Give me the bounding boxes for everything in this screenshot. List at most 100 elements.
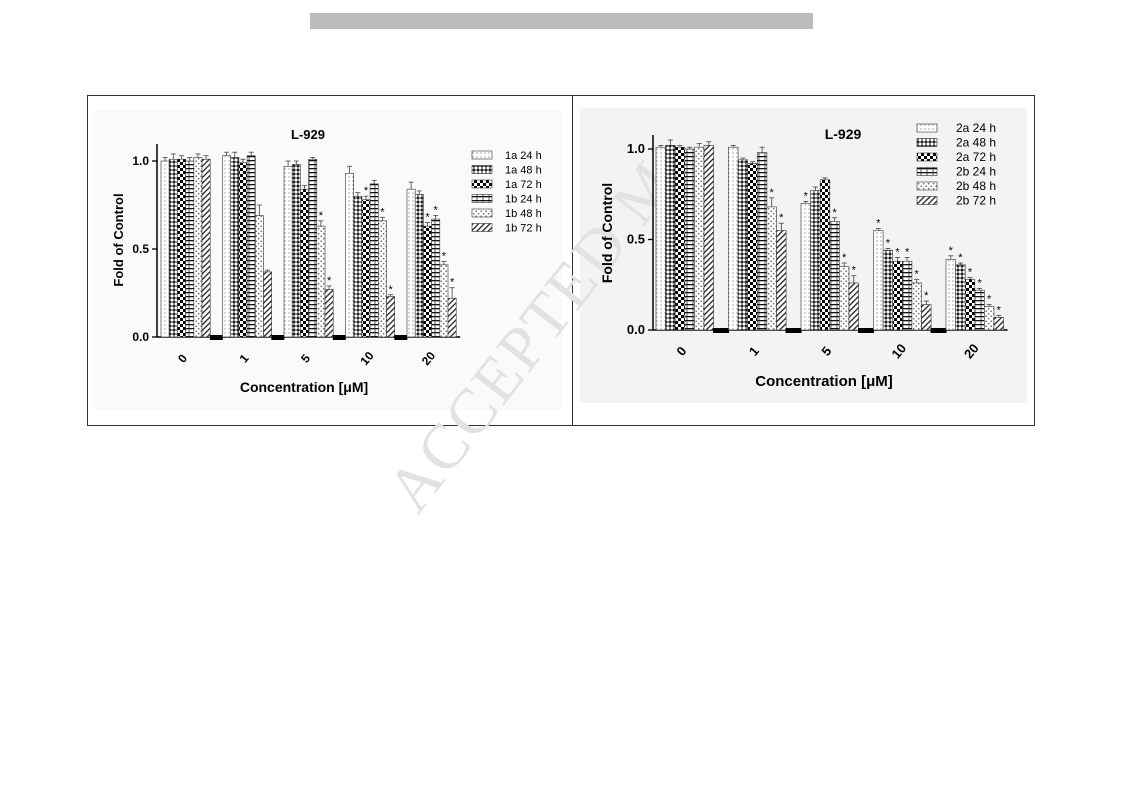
chart-panel-2: 0.0 0.5 1.0 0 * * 1 * * * * 5 * * * * * * 10 * * * * * * 20 L-929 F… [599,121,1008,390]
group-separator [858,328,875,333]
significance-asterisk: * [924,290,929,302]
bar-1a-24-h-5 [283,165,293,338]
bar-1b-48-h-0 [193,157,203,338]
x-axis-label: Concentration [μM] [755,373,893,390]
bar-1b-24-h-0 [185,160,195,338]
bar-1a-72-h-10 [361,199,371,338]
bar-1b-24-h-20 [431,218,441,338]
bar-1b-72-h-20 [447,297,457,338]
panel-divider [572,95,573,426]
x-tick-label: 0 [673,344,689,359]
bar-2a-72-h-20 [964,279,976,331]
group-separator [713,328,730,333]
x-tick-label: 10 [888,341,909,362]
bar-2a-24-h-5 [800,203,811,331]
x-tick-label: 10 [357,349,377,368]
bar-1b-24-h-10 [369,183,379,338]
bar-1a-48-h-1 [230,157,240,338]
bar-1a-48-h-0 [168,158,178,338]
significance-asterisk: * [886,238,891,250]
bar-2b-48-h-0 [694,146,705,331]
legend-label: 1a 24 h [505,150,542,162]
x-tick-label: 5 [818,344,834,359]
x-tick-label: 1 [746,344,762,359]
y-tick-label: 0.5 [132,242,149,256]
legend-swatch [471,208,493,218]
significance-asterisk: * [434,205,439,217]
bar-1a-72-h-20 [423,225,432,338]
x-tick-label: 5 [298,351,313,365]
bar-2b-48-h-1 [766,206,777,331]
legend: 2a 24 h2a 48 h2a 72 h2b 24 h2b 48 h2b 72… [916,121,996,208]
group-separator [332,335,346,340]
significance-asterisk: * [968,267,973,279]
legend-swatch [916,138,938,147]
x-axis-label: Concentration [μM] [240,379,368,395]
y-axis-label: Fold of Control [599,183,615,283]
bar-2a-72-h-5 [819,179,831,331]
x-tick-label: 1 [237,351,252,365]
bar-2a-24-h-0 [655,146,666,331]
bar-2a-24-h-10 [873,230,884,331]
significance-asterisk: * [915,268,920,280]
y-tick-label: 0.0 [627,322,645,337]
significance-asterisk: * [958,252,963,264]
legend-swatch [916,123,938,133]
bar-2a-48-h-20 [955,264,966,331]
significance-asterisk: * [987,294,992,306]
bar-1b-72-h-1 [263,271,272,338]
legend-label: 1a 48 h [505,165,542,177]
bar-2b-48-h-20 [984,306,995,331]
bar-2b-72-h-20 [993,317,1004,331]
bar-2a-72-h-0 [674,146,686,331]
legend-label: 2a 48 h [956,136,996,150]
legend-label: 2b 72 h [956,194,996,208]
significance-asterisk: * [327,275,332,287]
y-axis-label: Fold of Control [111,193,126,286]
y-tick-label: 1.0 [132,154,149,168]
y-tick-label: 1.0 [627,141,645,156]
bar-1b-72-h-0 [201,158,211,338]
legend-label: 1a 72 h [505,179,542,191]
significance-asterisk: * [804,190,809,202]
chart-title: L-929 [825,126,862,142]
legend: 1a 24 h 1a 48 h 1a 72 h 1b 24 h 1b 48 h 1b 72… [471,150,542,235]
legend-swatch [916,167,938,176]
legend-swatch [471,165,493,174]
legend-swatch [471,194,493,203]
bar-2b-48-h-10 [911,282,922,331]
bar-1a-24-h-20 [406,188,416,338]
group-separator [271,335,285,340]
x-tick-label: 20 [419,349,439,368]
x-tick-label: 20 [961,341,982,362]
significance-asterisk: * [380,206,385,218]
bar-2a-48-h-0 [665,145,676,331]
legend-label: 2a 24 h [956,121,996,135]
bar-1a-48-h-10 [353,195,363,338]
bar-2b-24-h-1 [756,152,768,331]
bar-1a-24-h-0 [160,160,170,338]
bar-2a-48-h-1 [737,159,748,331]
bar-1b-24-h-1 [246,155,256,338]
bar-2b-24-h-20 [974,289,985,331]
significance-asterisk: * [876,218,881,230]
legend-swatch [916,196,938,205]
legend-label: 1b 72 h [505,223,542,235]
legend-label: 2b 48 h [956,179,996,193]
bar-1a-24-h-10 [345,173,354,338]
y-tick-label: 0.5 [627,232,645,247]
group-separator [785,328,802,333]
header-bar [310,13,813,29]
bar-2b-72-h-1 [776,230,787,331]
bar-2a-24-h-20 [945,259,956,331]
bar-2a-72-h-1 [747,163,758,331]
bar-1a-48-h-5 [291,164,301,338]
legend-label: 1b 48 h [505,208,542,220]
significance-asterisk: * [779,212,784,224]
bar-2a-48-h-5 [810,190,821,331]
legend-label: 2a 72 h [956,150,996,164]
legend-swatch [471,223,493,232]
significance-asterisk: * [842,252,847,264]
bar-2b-48-h-5 [839,266,850,331]
